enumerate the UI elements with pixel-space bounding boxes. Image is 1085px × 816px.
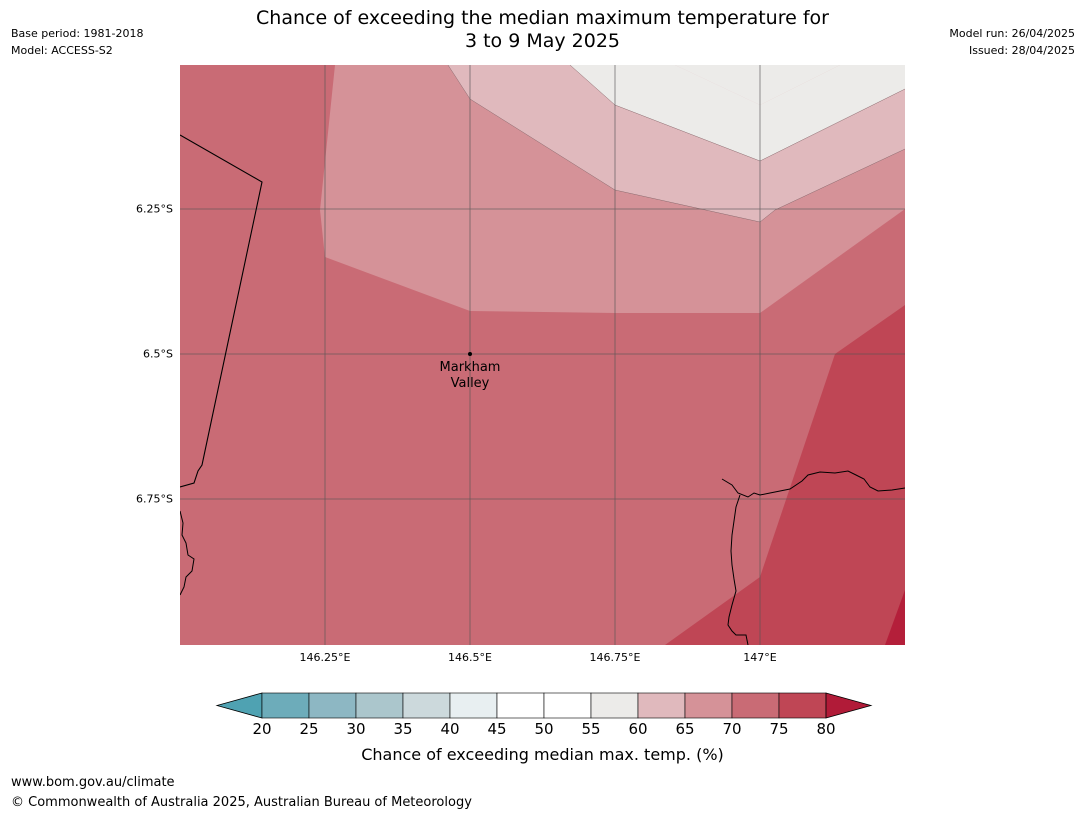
lat-label: 6.5°S [143, 347, 173, 361]
issued-text: Issued: 28/04/2025 [968, 44, 1075, 57]
zone-55-60-east [570, 65, 905, 161]
colorbar-tick-label: 70 [722, 720, 742, 738]
lon-label: 147°E [743, 651, 777, 664]
colorbar-segment [590, 692, 639, 719]
colorbar-segment [637, 692, 686, 719]
colorbar-segment [778, 692, 827, 719]
coastline-west [180, 510, 195, 596]
map-title: Chance of exceeding the median maximum t… [180, 7, 905, 53]
colorbar-tick-label: 30 [346, 720, 366, 738]
colorbar-tick-label: 20 [252, 720, 272, 738]
title-line-2: 3 to 9 May 2025 [464, 30, 621, 52]
colorbar-tick-label: 35 [393, 720, 413, 738]
coastline-east [721, 470, 905, 498]
zone-over-80 [885, 590, 905, 645]
colorbar-segment [449, 692, 498, 719]
meta-right: Model run: 26/04/2025 Issued: 28/04/2025 [949, 25, 1075, 59]
place-label-line-2: Valley [450, 376, 490, 391]
zone-55-60 [560, 65, 840, 105]
colorbar-under-arrow [215, 692, 263, 719]
colorbar-tick-label: 55 [581, 720, 601, 738]
contour-line [569, 65, 905, 162]
lat-label: 6.25°S [136, 202, 173, 216]
meta-left: Base period: 1981-2018 Model: ACCESS-S2 [11, 25, 143, 59]
colorbar-label: Chance of exceeding median max. temp. (%… [361, 745, 724, 764]
border-line [180, 134, 263, 488]
model-text: Model: ACCESS-S2 [11, 44, 113, 57]
lat-label: 6.75°S [136, 492, 173, 506]
colorbar-segment [496, 692, 545, 719]
place-label: Markham Valley [440, 360, 501, 392]
colorbar-segment [261, 692, 310, 719]
colorbar-tick-label: 25 [299, 720, 319, 738]
markham-valley-marker [468, 352, 472, 356]
lon-label: 146.25°E [299, 651, 351, 664]
colorbar-segment [731, 692, 780, 719]
colorbar-tick-label: 80 [816, 720, 836, 738]
base-period-text: Base period: 1981-2018 [11, 27, 144, 40]
model-run-text: Model run: 26/04/2025 [949, 27, 1075, 40]
footer-url: www.bom.gov.au/climate [11, 775, 175, 790]
place-label-line-1: Markham [439, 360, 501, 375]
lon-label: 146.5°E [448, 651, 492, 664]
colorbar-tick-label: 65 [675, 720, 695, 738]
colorbar-tick-label: 60 [628, 720, 648, 738]
forecast-map [180, 65, 905, 645]
contour-line [447, 65, 905, 223]
colorbar-tick-label: 45 [487, 720, 507, 738]
title-line-1: Chance of exceeding the median maximum t… [256, 7, 829, 29]
river-line [727, 494, 749, 645]
colorbar-segment [402, 692, 451, 719]
colorbar-segment [543, 692, 592, 719]
zone-75-80 [665, 305, 905, 645]
colorbar-segment [308, 692, 357, 719]
colorbar-tick-label: 40 [440, 720, 460, 738]
colorbar-segment [684, 692, 733, 719]
colorbar-tick-label: 75 [769, 720, 789, 738]
lon-label: 146.75°E [589, 651, 641, 664]
colorbar [215, 692, 873, 719]
footer-copyright: © Commonwealth of Australia 2025, Austra… [11, 795, 472, 810]
colorbar-over-arrow [825, 692, 873, 719]
colorbar-tick-label: 50 [534, 720, 554, 738]
colorbar-segment [355, 692, 404, 719]
